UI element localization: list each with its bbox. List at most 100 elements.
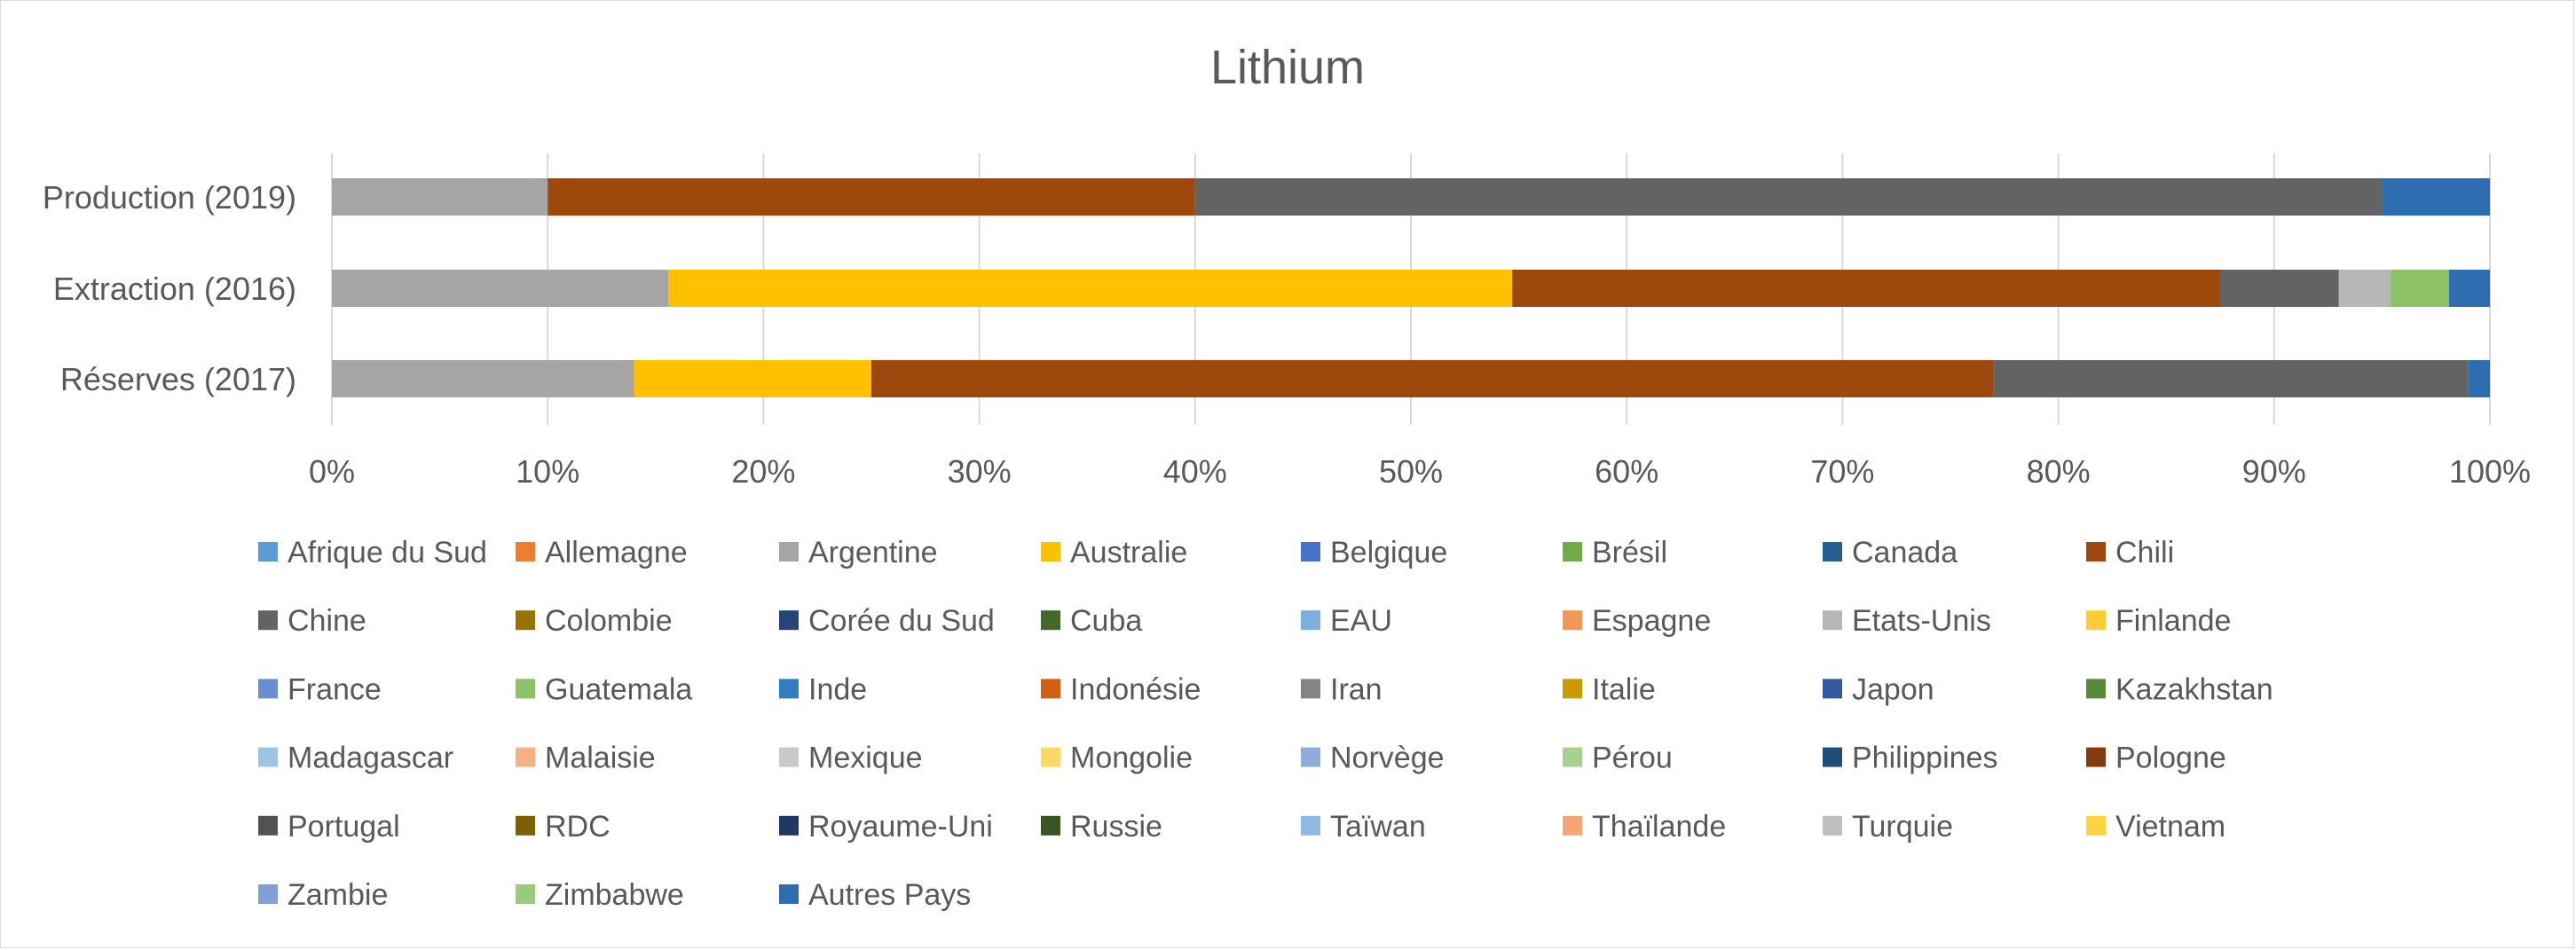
bar-segment xyxy=(2391,270,2449,307)
legend-label: Kazakhstan xyxy=(2115,672,2273,706)
legend-label: France xyxy=(288,672,382,706)
legend-item: Chine xyxy=(258,604,366,638)
legend-item: Mexique xyxy=(779,742,923,775)
bar-segment xyxy=(2448,270,2490,307)
x-tick-label: 10% xyxy=(516,453,579,490)
legend-swatch xyxy=(1301,610,1320,631)
legend-item: Belgique xyxy=(1301,536,1447,569)
legend-swatch xyxy=(516,815,535,836)
legend-item: Vietnam xyxy=(2086,810,2225,844)
legend-item: EAU xyxy=(1301,604,1392,638)
legend-swatch xyxy=(1563,542,1582,561)
legend-label: Espagne xyxy=(1592,604,1711,638)
legend-label: Guatemala xyxy=(545,672,692,706)
legend-item: France xyxy=(258,672,382,706)
x-tick-label: 80% xyxy=(2027,453,2091,490)
legend-item: Finlande xyxy=(2086,604,2231,638)
legend-swatch xyxy=(779,747,799,767)
legend-label: Japon xyxy=(1852,672,1934,706)
legend-label: Malaisie xyxy=(545,742,656,775)
legend-item: Argentine xyxy=(779,536,938,569)
legend-label: Madagascar xyxy=(288,742,453,775)
legend-item: Taïwan xyxy=(1301,810,1426,844)
legend-item: Russie xyxy=(1041,810,1162,844)
legend-item: Indonésie xyxy=(1041,672,1201,706)
category-label: Extraction (2016) xyxy=(53,271,296,307)
x-tick-label: 0% xyxy=(309,453,355,490)
legend-label: Zimbabwe xyxy=(545,878,684,912)
legend-label: Finlande xyxy=(2115,604,2231,638)
legend-label: Norvège xyxy=(1330,742,1445,775)
legend-label: Indonésie xyxy=(1070,672,1201,706)
legend-item: Kazakhstan xyxy=(2086,672,2273,706)
legend-swatch xyxy=(1563,610,1582,631)
legend-swatch xyxy=(516,884,535,904)
legend-item: Pérou xyxy=(1563,742,1673,775)
bar-segment xyxy=(634,360,871,397)
bar-segment xyxy=(1993,360,2469,397)
x-tick-label: 20% xyxy=(731,453,795,490)
legend-swatch xyxy=(1563,815,1582,836)
legend-swatch xyxy=(258,747,278,767)
legend-label: Afrique du Sud xyxy=(288,536,487,569)
legend-swatch xyxy=(1823,542,1842,561)
legend-swatch xyxy=(1563,747,1582,767)
legend-swatch xyxy=(1823,610,1842,631)
bar-segment xyxy=(332,178,548,216)
legend-swatch xyxy=(779,610,799,631)
legend-label: Argentine xyxy=(808,536,938,569)
bar-segment xyxy=(2338,270,2391,307)
legend-swatch xyxy=(1041,679,1060,699)
bar-segment xyxy=(668,270,1513,307)
category-label: Production (2019) xyxy=(43,179,296,216)
legend-swatch xyxy=(1041,610,1060,631)
legend-swatch xyxy=(1823,747,1842,767)
legend-swatch xyxy=(2086,610,2106,631)
bars xyxy=(332,178,2490,397)
legend-label: Belgique xyxy=(1330,536,1447,569)
legend-swatch xyxy=(779,542,799,561)
legend-swatch xyxy=(2086,815,2106,836)
x-tick-label: 50% xyxy=(1379,453,1443,490)
legend-label: Brésil xyxy=(1592,536,1667,569)
legend-swatch xyxy=(1041,542,1060,561)
legend-label: Iran xyxy=(1330,672,1383,706)
bar-segment xyxy=(871,360,1994,397)
x-tick-label: 90% xyxy=(2242,453,2306,490)
legend-label: RDC xyxy=(545,810,611,844)
legend-item: Colombie xyxy=(516,604,673,638)
legend-label: Pologne xyxy=(2115,742,2226,775)
legend-item: Royaume-Uni xyxy=(779,810,993,844)
legend-item: Autres Pays xyxy=(779,878,971,912)
legend-item: Canada xyxy=(1823,536,1958,569)
legend-item: Madagascar xyxy=(258,742,453,775)
legend-item: Corée du Sud xyxy=(779,604,995,638)
legend-item: Espagne xyxy=(1563,604,1711,638)
legend-item: Zimbabwe xyxy=(516,878,684,912)
legend-swatch xyxy=(1301,679,1320,699)
x-tick-labels: 0% 10% 20% 30% 40% 50% 60% 70% 80% 90% 100% xyxy=(309,453,2531,490)
legend-swatch xyxy=(1301,815,1320,836)
x-tick-label: 40% xyxy=(1163,453,1227,490)
legend-item: Thaïlande xyxy=(1563,810,1726,844)
x-tick-label: 60% xyxy=(1595,453,1658,490)
legend-swatch xyxy=(779,679,799,699)
legend-swatch xyxy=(2086,747,2106,767)
legend-item: Japon xyxy=(1823,672,1934,706)
bar-segment xyxy=(332,360,634,397)
legend-item: Zambie xyxy=(258,878,388,912)
legend: Afrique du Sud Allemagne Argentine Australi… xyxy=(258,536,2273,912)
legend-item: Pologne xyxy=(2086,742,2226,775)
legend-item: Australie xyxy=(1041,536,1187,569)
legend-label: Mongolie xyxy=(1070,742,1193,775)
legend-item: Philippines xyxy=(1823,742,1997,775)
bar-segment xyxy=(332,270,669,307)
legend-swatch xyxy=(2086,679,2106,699)
legend-swatch xyxy=(1563,679,1582,699)
legend-swatch xyxy=(2086,542,2106,561)
legend-label: Inde xyxy=(808,672,867,706)
category-label: Réserves (2017) xyxy=(60,361,296,397)
legend-label: Chili xyxy=(2115,536,2174,569)
legend-label: Taïwan xyxy=(1330,810,1426,844)
legend-label: Philippines xyxy=(1852,742,1997,775)
